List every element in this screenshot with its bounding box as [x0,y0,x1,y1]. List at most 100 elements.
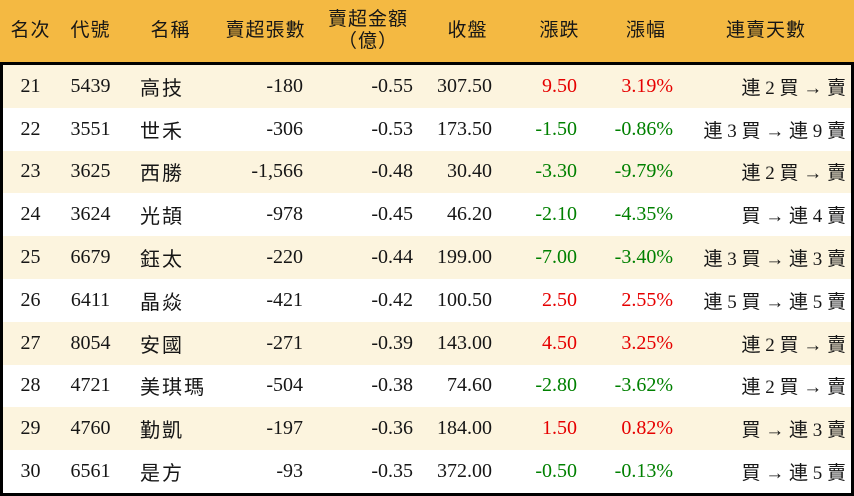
net-sell-amount-cell: -0.45 [371,203,413,226]
net-sell-lots-cell: -1,566 [251,160,303,183]
table-row[interactable]: 27 8054 安國 -271 -0.39 143.00 4.50 3.25% … [3,321,851,365]
change-cell: 9.50 [542,74,577,97]
net-sell-amount-cell: -0.35 [371,460,413,483]
name-cell: 勤凱 [140,420,184,443]
rank-cell: 30 [20,460,41,483]
name-cell: 鈺太 [140,249,184,272]
name-cell: 是方 [140,463,184,486]
change-pct-cell: -3.62% [614,374,673,397]
col-header-net-sell-lots: 賣超張數 [225,20,306,42]
table-row[interactable]: 26 6411 晶焱 -421 -0.42 100.50 2.50 2.55% … [3,278,851,322]
net-sell-amount-cell: -0.44 [371,246,413,269]
net-sell-lots-cell: -220 [266,246,303,269]
net-sell-amount-cell: -0.42 [371,288,413,311]
col-header-sell-streak: 連賣天數 [725,20,806,42]
col-header-close: 收盤 [447,20,488,42]
name-cell: 西勝 [140,163,184,186]
name-cell: 高技 [140,77,184,100]
name-cell: 晶焱 [140,291,184,314]
change-pct-cell: 2.55% [621,288,673,311]
table-row[interactable]: 29 4760 勤凱 -197 -0.36 184.00 1.50 0.82% … [3,407,851,451]
change-pct-cell: 0.82% [621,417,673,440]
sell-streak-cell: 買 → 連 5 賣 [741,463,846,485]
col-header-code: 代號 [70,20,111,42]
close-cell: 30.40 [447,160,492,183]
net-sell-amount-cell: -0.36 [371,417,413,440]
sell-streak-cell: 連 3 買 → 連 9 賣 [703,120,846,142]
change-pct-cell: -0.13% [614,460,673,483]
rank-cell: 22 [20,117,41,140]
close-cell: 307.50 [437,74,492,97]
rank-cell: 25 [20,246,41,269]
close-cell: 100.50 [437,288,492,311]
net-sell-amount-cell: -0.48 [371,160,413,183]
rank-cell: 29 [20,417,41,440]
net-sell-lots-cell: -197 [266,417,303,440]
code-cell: 3551 [70,117,111,140]
code-cell: 6679 [70,246,111,269]
code-cell: 3625 [70,160,111,183]
col-header-change: 漲跌 [539,20,580,42]
close-cell: 46.20 [447,203,492,226]
close-cell: 372.00 [437,460,492,483]
change-cell: -0.50 [535,460,577,483]
table-row[interactable]: 28 4721 美琪瑪 -504 -0.38 74.60 -2.80 -3.62… [3,364,851,408]
sell-streak-cell: 連 2 買 → 賣 [741,334,846,356]
change-cell: -3.30 [535,160,577,183]
net-sell-lots-cell: -271 [266,331,303,354]
table-body: 21 5439 高技 -180 -0.55 307.50 9.50 3.19% … [0,62,854,496]
code-cell: 6411 [70,288,111,311]
sell-streak-cell: 連 3 買 → 連 3 賣 [703,249,846,271]
sell-streak-cell: 連 2 買 → 賣 [741,163,846,185]
net-sell-lots-cell: -306 [266,117,303,140]
table-row[interactable]: 24 3624 光頡 -978 -0.45 46.20 -2.10 -4.35%… [3,193,851,237]
change-pct-cell: -4.35% [614,203,673,226]
rank-cell: 28 [20,374,41,397]
col-header-name: 名稱 [150,20,191,42]
change-pct-cell: -3.40% [614,246,673,269]
code-cell: 8054 [70,331,111,354]
change-pct-cell: 3.25% [621,331,673,354]
rank-cell: 24 [20,203,41,226]
close-cell: 74.60 [447,374,492,397]
sell-streak-cell: 連 5 買 → 連 5 賣 [703,291,846,313]
table-row[interactable]: 25 6679 鈺太 -220 -0.44 199.00 -7.00 -3.40… [3,236,851,279]
table-row[interactable]: 23 3625 西勝 -1,566 -0.48 30.40 -3.30 -9.7… [3,150,851,194]
net-sell-amount-cell: -0.55 [371,74,413,97]
rank-cell: 26 [20,288,41,311]
close-cell: 143.00 [437,331,492,354]
change-pct-cell: -0.86% [614,117,673,140]
name-cell: 安國 [140,334,184,357]
sell-streak-cell: 連 2 買 → 賣 [741,77,846,99]
code-cell: 4721 [70,374,111,397]
change-cell: -2.80 [535,374,577,397]
net-sell-amount-cell: -0.38 [371,374,413,397]
code-cell: 5439 [70,74,111,97]
name-cell: 光頡 [140,206,184,229]
code-cell: 6561 [70,460,111,483]
net-sell-lots-cell: -504 [266,374,303,397]
net-sell-lots-cell: -978 [266,203,303,226]
table-row[interactable]: 22 3551 世禾 -306 -0.53 173.50 -1.50 -0.86… [3,107,851,151]
sell-streak-cell: 連 2 買 → 賣 [741,377,846,399]
table-header: 名次 代號 名稱 賣超張數 賣超金額 （億） 收盤 漲跌 漲幅 連賣天數 [0,0,854,62]
change-cell: 4.50 [542,331,577,354]
close-cell: 184.00 [437,417,492,440]
sell-streak-cell: 買 → 連 3 賣 [741,420,846,442]
change-cell: -7.00 [535,246,577,269]
net-sell-amount-cell: -0.53 [371,117,413,140]
change-pct-cell: 3.19% [621,74,673,97]
name-cell: 美琪瑪 [140,377,206,400]
rank-cell: 23 [20,160,41,183]
net-sell-lots-cell: -421 [266,288,303,311]
table-row[interactable]: 21 5439 高技 -180 -0.55 307.50 9.50 3.19% … [3,65,851,108]
name-cell: 世禾 [140,120,184,143]
change-cell: -1.50 [535,117,577,140]
table-row[interactable]: 30 6561 是方 -93 -0.35 372.00 -0.50 -0.13%… [3,450,851,493]
net-sell-amount-cell: -0.39 [371,331,413,354]
change-pct-cell: -9.79% [614,160,673,183]
code-cell: 4760 [70,417,111,440]
col-header-net-sell-amount: 賣超金額 （億） [313,9,423,53]
rank-cell: 27 [20,331,41,354]
